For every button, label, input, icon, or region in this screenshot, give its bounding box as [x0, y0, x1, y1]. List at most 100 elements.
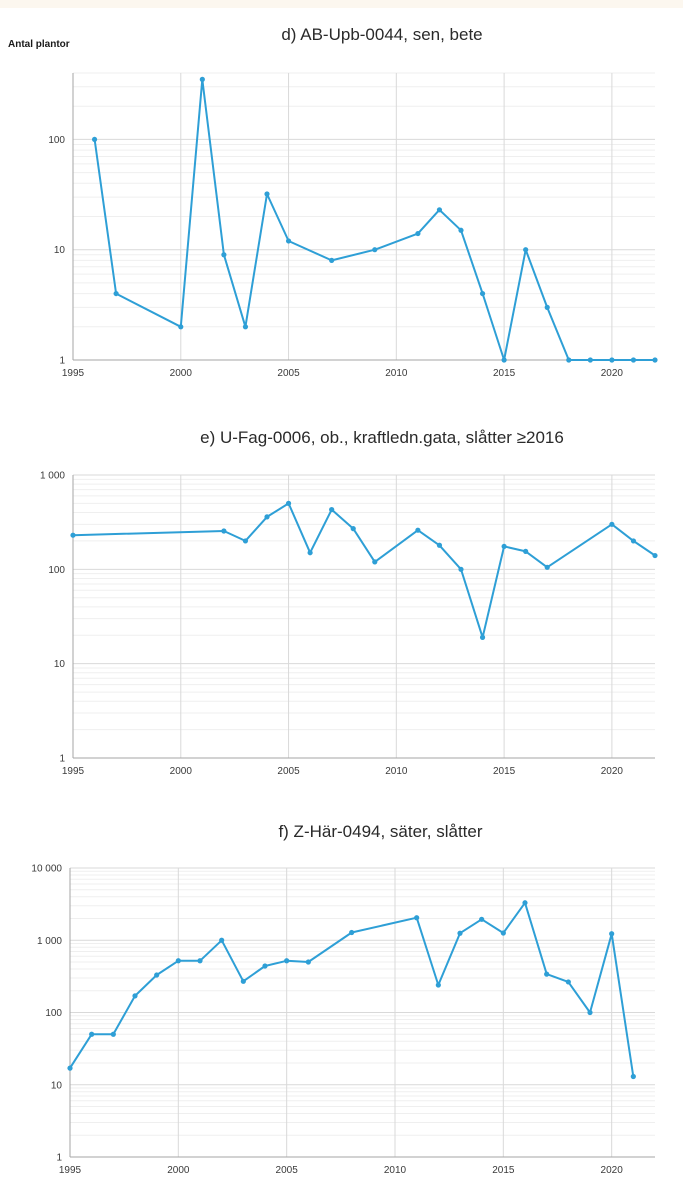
data-point [630, 538, 637, 544]
x-tick-label: 1995 [59, 1165, 82, 1176]
data-point [609, 521, 615, 527]
data-point [479, 290, 486, 297]
y-tick-label: 10 000 [31, 864, 62, 875]
data-point [110, 1031, 116, 1037]
data-point [349, 929, 355, 936]
data-point [285, 500, 292, 506]
data-point [609, 357, 615, 363]
data-point [242, 324, 249, 330]
data-point [522, 900, 528, 906]
data-point [89, 1031, 95, 1037]
x-tick-label: 2015 [493, 368, 516, 379]
data-point [221, 252, 227, 258]
data-point [652, 357, 658, 363]
data-point [91, 136, 98, 143]
data-point [262, 963, 268, 969]
data-point [436, 542, 443, 548]
x-tick-label: 2010 [384, 1165, 407, 1176]
y-tick-label: 10 [54, 659, 66, 670]
x-tick-label: 2010 [385, 766, 408, 777]
series-line [72, 502, 656, 639]
y-tick-label: 1 000 [37, 936, 62, 947]
data-point [197, 958, 203, 964]
data-point [479, 634, 486, 640]
data-point [415, 527, 421, 533]
y-tick-label: 1 [59, 356, 65, 367]
data-point [284, 958, 290, 964]
x-tick-label: 2020 [601, 1165, 624, 1176]
data-point [501, 543, 507, 550]
y-axis-label: Antal plantor [8, 39, 70, 50]
y-tick-label: 100 [48, 565, 65, 576]
data-point [458, 566, 464, 572]
x-tick-label: 2010 [385, 368, 408, 379]
data-point [350, 526, 356, 532]
x-tick-label: 1995 [62, 766, 85, 777]
data-point [458, 227, 464, 233]
chart-title: d) AB-Upb-0044, sen, bete [281, 25, 482, 44]
x-tick-label: 2000 [170, 766, 193, 777]
data-point [544, 971, 550, 977]
data-point [70, 532, 76, 538]
data-point [113, 290, 119, 297]
data-point [242, 538, 249, 544]
data-point [523, 247, 529, 253]
y-tick-label: 100 [45, 1008, 62, 1019]
data-point [264, 191, 270, 197]
data-point [544, 304, 550, 310]
chart-title: e) U-Fag-0006, ob., kraftledn.gata, slåt… [200, 428, 564, 447]
data-point [221, 528, 227, 534]
data-point [523, 548, 529, 554]
data-point [305, 959, 311, 965]
data-point [199, 76, 205, 82]
x-tick-label: 1995 [62, 368, 85, 379]
y-tick-label: 1 000 [40, 471, 65, 482]
x-tick-label: 2020 [601, 368, 624, 379]
chart-title: f) Z-Här-0494, säter, slåtter [278, 822, 482, 841]
data-point [587, 1009, 593, 1016]
x-tick-label: 2015 [493, 766, 516, 777]
x-tick-label: 2005 [277, 368, 300, 379]
data-point [372, 559, 378, 565]
y-tick-label: 100 [48, 135, 65, 146]
data-point [566, 357, 572, 363]
data-point [285, 238, 292, 244]
data-point [132, 993, 138, 999]
data-point [414, 915, 420, 921]
data-point [479, 916, 485, 922]
series-line [93, 78, 655, 361]
data-point [652, 552, 658, 559]
x-tick-label: 2000 [170, 368, 193, 379]
data-point [544, 564, 550, 570]
x-tick-label: 2005 [277, 766, 300, 777]
data-point [435, 982, 441, 988]
data-point [67, 1065, 73, 1071]
data-point [565, 979, 571, 985]
data-point [329, 506, 335, 513]
chart-panel-2: 1 10 100 1 000 1995 2000 2005 2010 2015 2020 e) U-… [40, 428, 658, 777]
data-point [372, 247, 378, 253]
data-point [587, 357, 593, 363]
data-point [630, 1073, 636, 1080]
data-point [307, 550, 313, 556]
chart-panel-1: 1 10 100 1995 2000 2005 2010 2015 2020 d) AB-Upb-… [8, 25, 658, 379]
chart-panel-3: 1 10 100 1 000 10 000 1995 2000 2005 2010 2015 202… [31, 822, 655, 1176]
x-tick-label: 2000 [167, 1165, 190, 1176]
data-point [264, 514, 270, 520]
data-point [175, 958, 181, 964]
data-point [501, 357, 507, 363]
y-tick-label: 10 [54, 245, 66, 256]
data-point [240, 978, 246, 984]
data-point [154, 972, 160, 978]
data-point [630, 357, 637, 363]
x-tick-label: 2005 [276, 1165, 299, 1176]
top-band [0, 0, 683, 8]
y-tick-label: 1 [56, 1153, 62, 1164]
y-tick-label: 1 [59, 754, 65, 765]
data-point [457, 930, 463, 936]
data-point [219, 937, 225, 943]
x-tick-label: 2015 [492, 1165, 515, 1176]
x-tick-label: 2020 [601, 766, 624, 777]
data-point [329, 257, 335, 263]
